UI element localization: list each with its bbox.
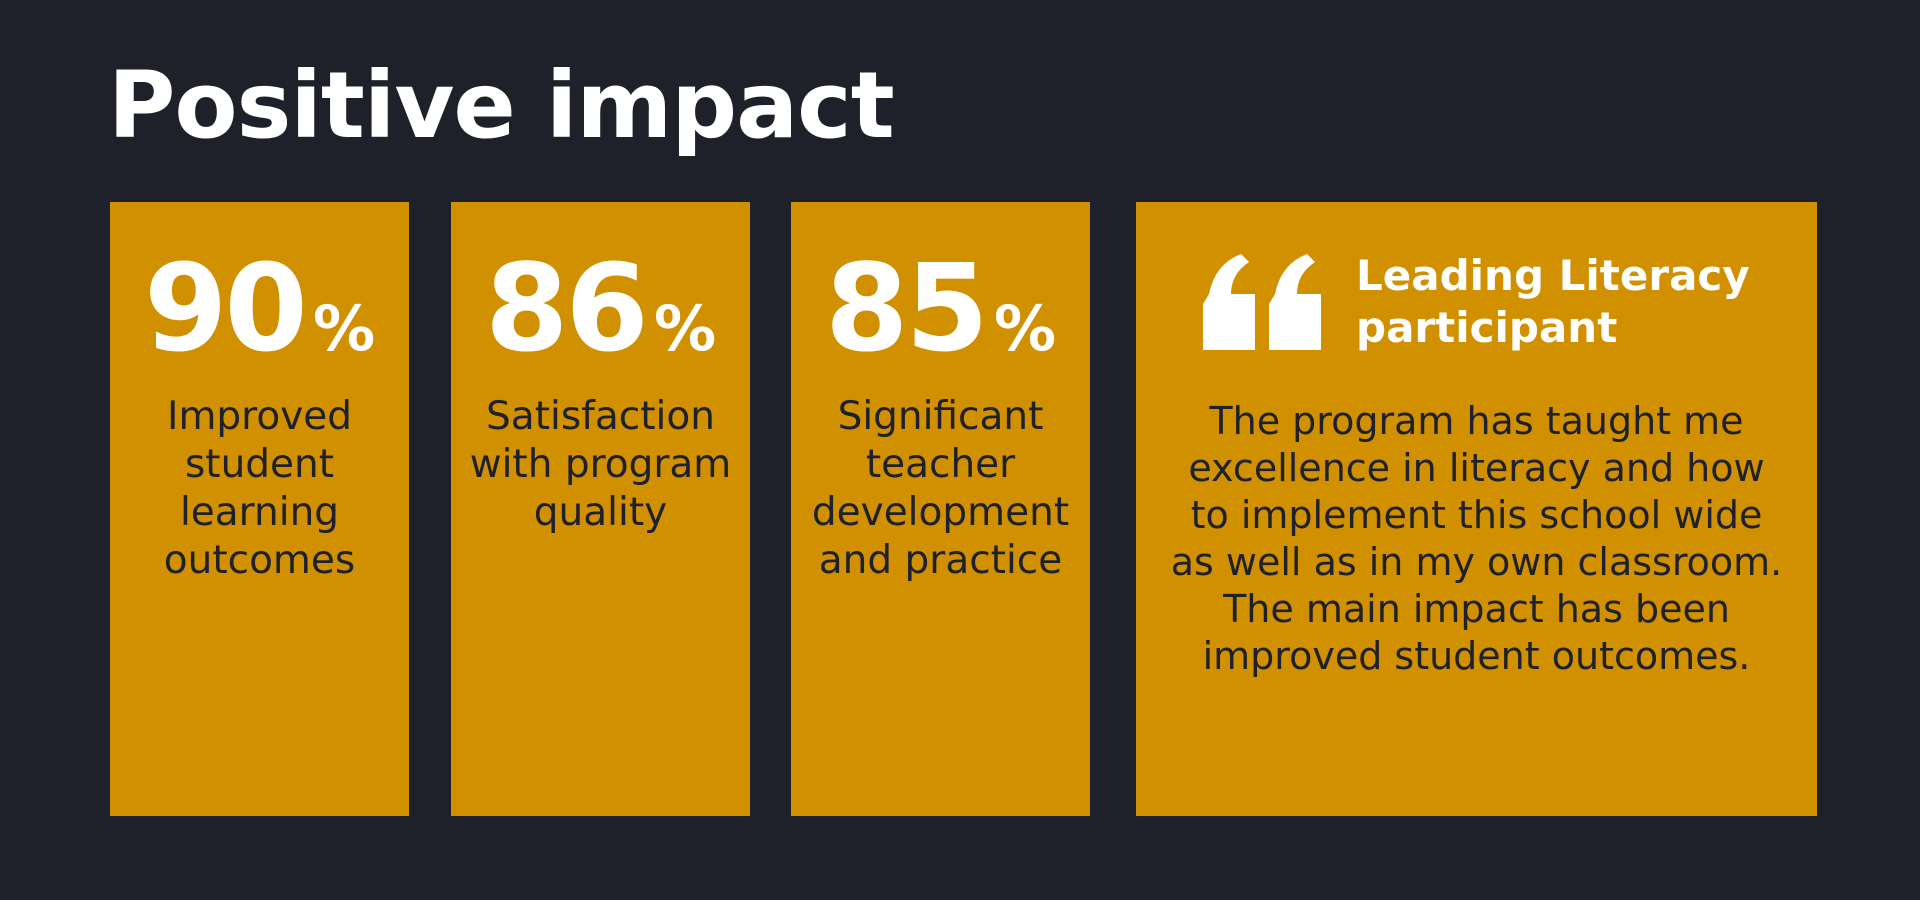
stat-value: 86 [484, 240, 649, 379]
stat-label: Satisfaction with program quality [469, 394, 732, 535]
quote-text: The program has taught me excellence in … [1170, 399, 1783, 678]
stat-value: 90 [143, 240, 308, 379]
stat-number: 86% [459, 240, 742, 379]
stat-unit: % [653, 292, 717, 365]
stat-number: 85% [799, 240, 1082, 379]
stat-card: 90% Improved student learning outcomes [110, 202, 409, 816]
stat-label: Improved student learning outcomes [163, 394, 356, 583]
stat-unit: % [993, 292, 1057, 365]
quote-icon [1203, 254, 1321, 350]
quote-card: Leading Literacy participant The program… [1136, 202, 1817, 816]
quote-heading: Leading Literacy participant [1356, 251, 1750, 352]
stat-label: Significant teacher development and prac… [811, 394, 1070, 583]
stat-unit: % [312, 292, 376, 365]
stat-number: 90% [118, 240, 401, 379]
stat-card: 85% Significant teacher development and p… [791, 202, 1090, 816]
title: Positive impact [108, 52, 895, 159]
stat-value: 85 [824, 240, 989, 379]
stat-card: 86% Satisfaction with program quality [451, 202, 750, 816]
